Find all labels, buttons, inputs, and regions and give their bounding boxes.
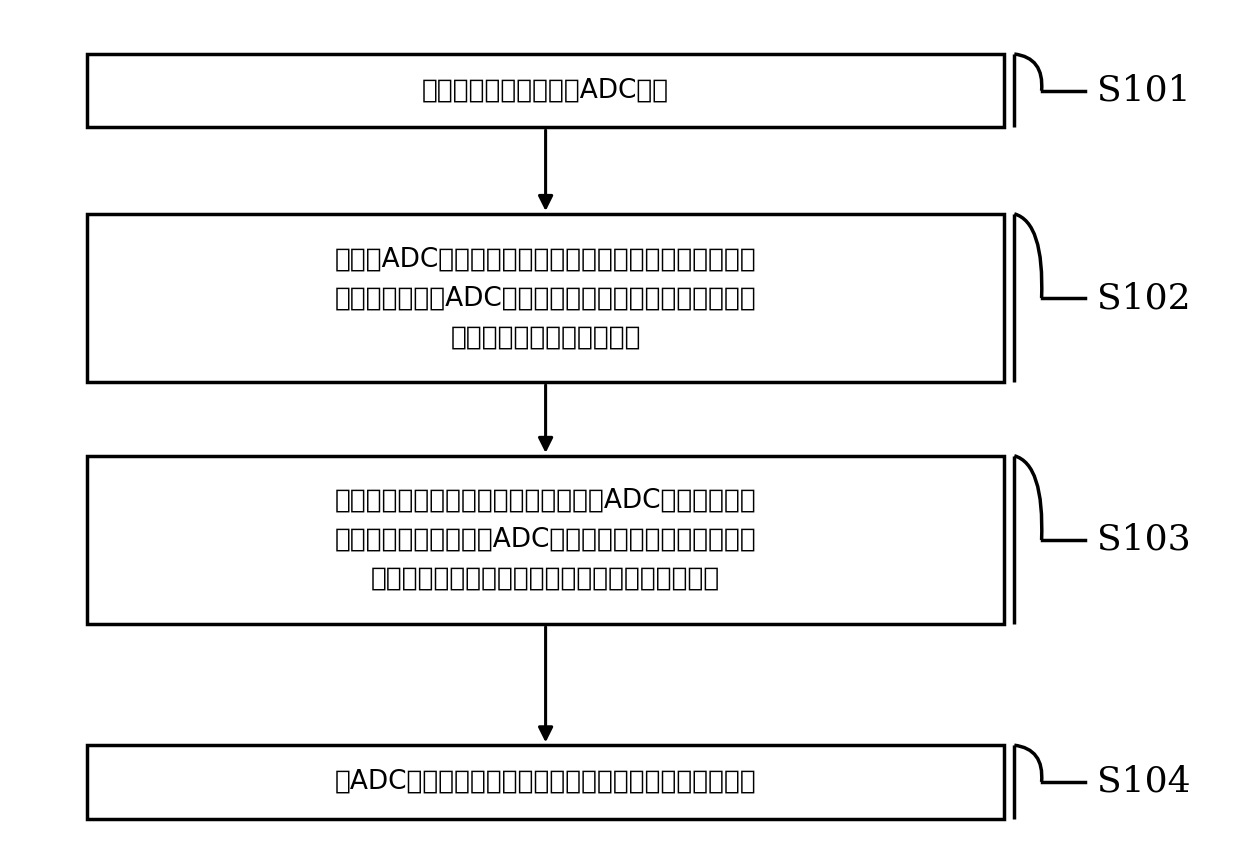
Text: S103: S103 [1097, 523, 1192, 557]
Text: S104: S104 [1097, 765, 1192, 799]
FancyBboxPatch shape [87, 745, 1004, 819]
Text: S102: S102 [1097, 281, 1192, 315]
Text: 从每层ADC图像的梗死核心候选区域中确定出至少一个第
一连通区域，将ADC图像中与每个第一连通区域组织对称
的区域确定为第二连通区域: 从每层ADC图像的梗死核心候选区域中确定出至少一个第 一连通区域，将ADC图像中… [335, 246, 756, 350]
Text: 在ADC图像中标记出目标梗死核心区域和目标缺血半暗带: 在ADC图像中标记出目标梗死核心区域和目标缺血半暗带 [335, 769, 756, 795]
FancyBboxPatch shape [87, 54, 1004, 127]
FancyBboxPatch shape [87, 456, 1004, 624]
FancyBboxPatch shape [87, 214, 1004, 382]
Text: 根据第一连通区域内像素点的第一相对ADC和第二连通区
域内像素点的第二相对ADC，从第一连通区域和第二连通
区域中确定出目标梗死核心区域和目标缺血半暗带: 根据第一连通区域内像素点的第一相对ADC和第二连通区 域内像素点的第二相对ADC… [335, 488, 756, 592]
Text: S101: S101 [1097, 73, 1192, 108]
Text: 获取被扫描脑部的多层ADC图像: 获取被扫描脑部的多层ADC图像 [422, 78, 670, 104]
